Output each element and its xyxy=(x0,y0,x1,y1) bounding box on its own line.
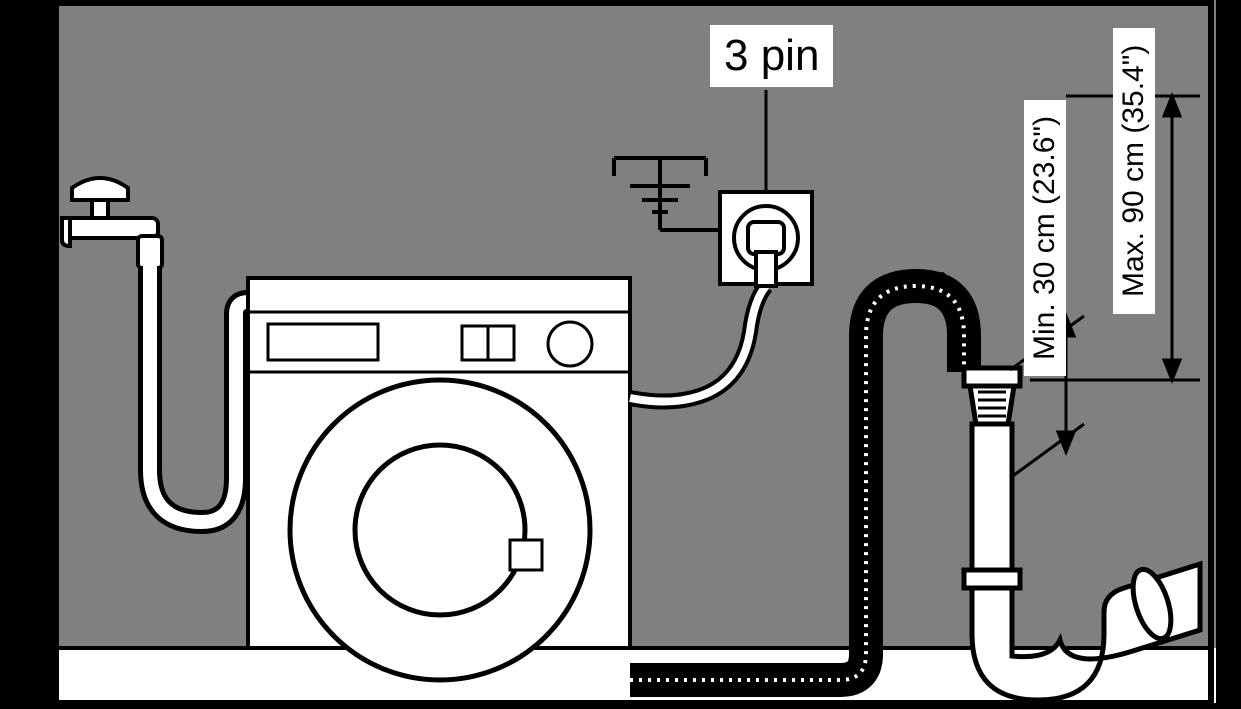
wall-socket-icon xyxy=(720,192,812,286)
figure-stage: 3 pin Min. 30 cm (23.6") Max. 90 cm (35.… xyxy=(0,0,1241,709)
washing-machine xyxy=(248,278,630,680)
drain-min-label: Min. 30 cm (23.6") xyxy=(1024,100,1066,376)
drain-max-label: Max. 90 cm (35.4") xyxy=(1113,28,1155,314)
plug-label: 3 pin xyxy=(710,25,833,87)
door-latch xyxy=(510,540,542,570)
